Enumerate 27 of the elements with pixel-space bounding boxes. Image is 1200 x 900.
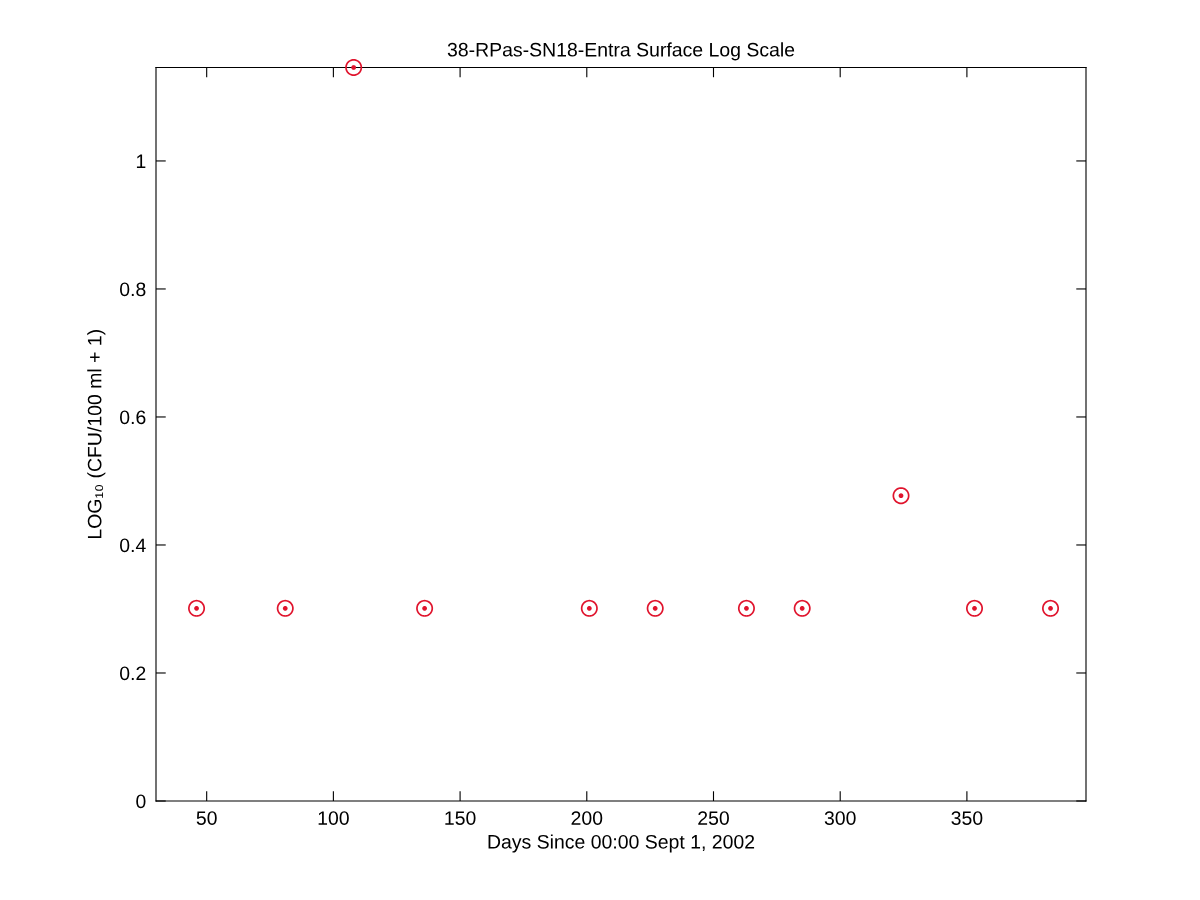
chart-title: 38-RPas-SN18-Entra Surface Log Scale (447, 42, 795, 61)
x-tick-label: 250 (698, 811, 729, 825)
y-tick-label: 1 (136, 154, 146, 168)
point (646, 599, 664, 617)
point (892, 487, 910, 505)
x-tick-label: 100 (318, 811, 349, 825)
x-axis-title: Days Since 00:00 Sept 1, 2002 (488, 834, 755, 853)
x-tick-label: 150 (445, 811, 476, 825)
y-tick-label: 0.8 (120, 282, 146, 297)
x-tick-label: 300 (824, 811, 856, 825)
point (276, 599, 294, 617)
y-tick-label: 0.2 (120, 666, 146, 681)
point (188, 599, 206, 617)
y-tick-label: 0.4 (120, 538, 146, 553)
x-tick-label: 350 (951, 811, 983, 825)
point (793, 599, 811, 617)
y-tick-label: 0 (136, 794, 146, 809)
point (416, 599, 434, 617)
point (966, 599, 984, 617)
point (345, 58, 363, 77)
y-axis-title: LOG₁₀ (CFU/100 ml + 1) (87, 330, 106, 539)
x-tick-label: 50 (196, 811, 217, 825)
point (737, 599, 755, 617)
y-tick-label: 0.6 (120, 410, 146, 425)
point (1042, 599, 1060, 617)
point (580, 599, 598, 617)
x-tick-label: 200 (571, 811, 603, 825)
